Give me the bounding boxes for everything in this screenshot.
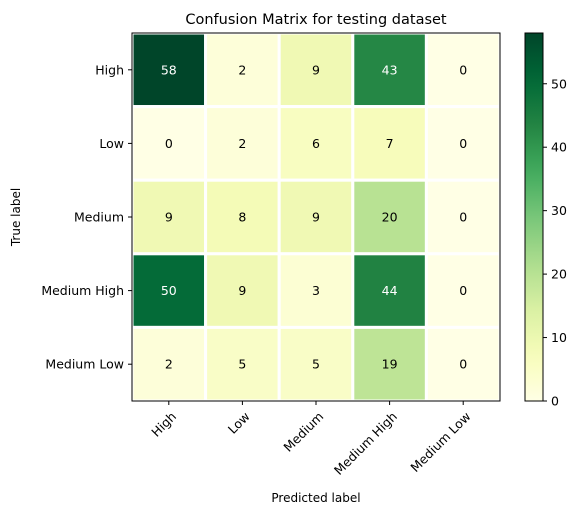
y-tick-label: Medium (74, 210, 124, 225)
colorbar (524, 32, 544, 402)
colorbar-tick-label: 0 (551, 394, 559, 409)
cell-value-label: 2 (238, 62, 246, 77)
y-tick-label: High (95, 62, 124, 77)
cell-value-label: 7 (386, 136, 394, 151)
colorbar-tick-label: 30 (551, 203, 567, 218)
y-axis-label: True label (9, 188, 23, 247)
cell-value-label: 50 (161, 283, 177, 298)
colorbar-tick-label: 50 (551, 76, 567, 91)
cell-value-label: 0 (459, 283, 467, 298)
x-tick-label: Medium High (331, 409, 400, 478)
colorbar-ticks: 0 10 20 30 40 50 (543, 76, 567, 409)
cell-value-label: 6 (312, 136, 320, 151)
cell-value-label: 20 (382, 210, 398, 225)
colorbar-tick-label: 40 (551, 140, 567, 155)
cell-value-label: 0 (459, 136, 467, 151)
heatmap-cell (277, 325, 355, 403)
chart-title: Confusion Matrix for testing dataset (185, 12, 447, 28)
y-tick-label: Medium High (41, 283, 124, 298)
x-axis-ticks: High Low Medium Medium High Medium Low (148, 401, 474, 478)
cell-value-label: 3 (312, 283, 320, 298)
heatmap-cell (351, 178, 428, 256)
heatmap-cell (204, 325, 281, 403)
y-tick-label: Low (99, 136, 124, 151)
cell-value-label: 0 (459, 62, 467, 77)
cell-value-label: 5 (238, 357, 246, 372)
x-axis-label: Predicted label (271, 491, 360, 505)
cell-value-label: 8 (238, 210, 246, 225)
x-tick-label: High (148, 409, 179, 440)
y-axis-ticks: High Low Medium Medium High Medium Low (41, 62, 132, 372)
y-tick-label: Medium Low (45, 357, 124, 372)
cell-value-label: 0 (459, 357, 467, 372)
cell-value-label: 9 (165, 210, 173, 225)
heatmap-cell (351, 252, 428, 329)
cell-value-label: 0 (459, 210, 467, 225)
heatmap-cell (424, 105, 502, 182)
heatmap-cell (424, 252, 502, 329)
cell-value-label: 44 (382, 283, 398, 298)
cell-value-label: 43 (382, 62, 398, 77)
x-tick-label: Medium Low (407, 409, 473, 475)
heatmap-cell (277, 105, 355, 182)
cell-value-label: 2 (165, 357, 173, 372)
heatmap-cells: 58 2 9 43 0 0 2 6 7 0 9 8 9 20 0 50 9 3 44 0 2 5 5 19 0 (130, 31, 502, 403)
cell-value-label: 58 (161, 62, 177, 77)
cell-value-label: 5 (312, 357, 320, 372)
cell-value-label: 9 (312, 210, 320, 225)
heatmap-cell (204, 178, 281, 256)
colorbar-tick-label: 20 (551, 267, 567, 282)
cell-value-label: 19 (382, 357, 398, 372)
cell-value-label: 0 (165, 136, 173, 151)
x-tick-label: Low (225, 409, 253, 437)
x-tick-label: Medium (280, 409, 326, 455)
cell-value-label: 2 (238, 136, 246, 151)
colorbar-tick-label: 10 (551, 330, 567, 345)
heatmap-cell (204, 252, 281, 329)
cell-value-label: 9 (312, 62, 320, 77)
cell-value-label: 9 (238, 283, 246, 298)
